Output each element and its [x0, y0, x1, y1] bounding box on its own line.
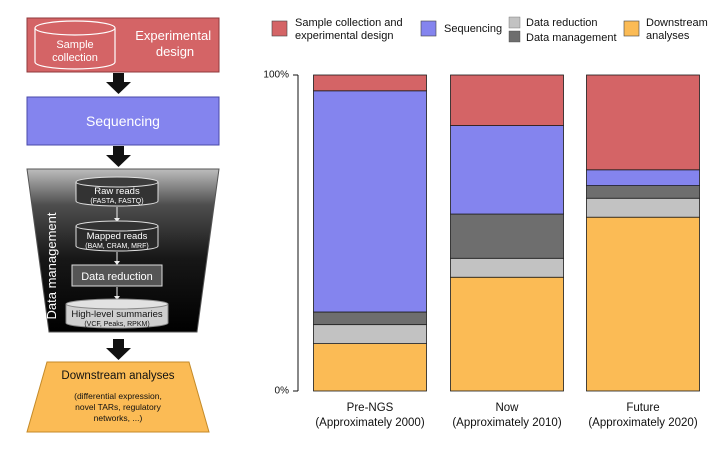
sample-collection-label-1: Sample: [56, 39, 93, 51]
experimental-design-word-2: design: [156, 44, 194, 59]
bar-segment-sample: [313, 74, 427, 92]
legend-swatch-data-management: [508, 30, 521, 43]
x-category-label: Now: [495, 402, 519, 414]
bar-segment-data_management: [313, 311, 427, 326]
legend-label-downstream-1: Downstream: [646, 17, 708, 29]
high-level-formats: (VCF, Peaks, RPKM): [84, 321, 149, 328]
legend-label-data-management: Data management: [526, 32, 617, 44]
y-tick-label-100: 100%: [263, 70, 289, 81]
downstream-analyses-box: [26, 361, 210, 433]
high-level-summaries-label: High-level summaries: [71, 309, 163, 320]
pipeline-diagram: Sample collection Experimental design Se…: [26, 17, 220, 433]
downstream-detail-2: novel TARs, regulatory: [75, 402, 161, 412]
raw-reads-label: Raw reads: [94, 186, 140, 197]
experimental-design-word-1: Experimental: [135, 28, 211, 43]
bar-segment-downstream: [586, 216, 700, 392]
data-reduction-label: Data reduction: [81, 271, 153, 283]
sequencing-box: [26, 96, 220, 146]
bar-segment-sample: [586, 74, 700, 171]
downstream-title: Downstream analyses: [61, 370, 174, 382]
legend-swatch-downstream: [623, 20, 640, 37]
bar-segment-sequencing: [313, 90, 427, 313]
connector-arrow-icon: [114, 261, 120, 265]
mapped-reads-formats: (BAM, CRAM, MRF): [85, 243, 148, 250]
x-category-label: (Approximately 2000): [315, 417, 424, 429]
raw-reads-cylinder: [75, 176, 159, 207]
bar-segment-downstream: [313, 343, 427, 392]
x-category-label: (Approximately 2010): [452, 417, 561, 429]
raw-reads-formats: (FASTA, FASTQ): [90, 198, 143, 205]
bar-segment-data_reduction: [450, 257, 564, 278]
bar-segment-data_management: [450, 213, 564, 259]
legend-swatch-data-reduction: [508, 16, 521, 29]
connector-arrow-icon: [114, 218, 120, 222]
bar-segment-sample: [450, 74, 564, 126]
legend-label-sequencing: Sequencing: [444, 23, 502, 35]
bars-group: [313, 74, 700, 392]
data-management-label: Data management: [44, 212, 59, 319]
y-tick-label-0: 0%: [275, 386, 290, 397]
bar-segment-sequencing: [450, 125, 564, 215]
legend-swatch-sequencing: [420, 20, 437, 37]
x-category-label: Future: [626, 402, 659, 414]
bar-segment-downstream: [450, 276, 564, 392]
legend-label-sample-2: experimental design: [295, 30, 393, 42]
x-labels-group: Pre-NGS (Approximately 2000) Now (Approxima…: [315, 402, 697, 429]
sample-collection-label-2: collection: [52, 52, 98, 64]
downstream-detail-1: (differential expression,: [74, 391, 162, 401]
mapped-reads-label: Mapped reads: [87, 231, 148, 242]
downstream-detail-3: networks, ...): [94, 413, 143, 423]
connector-arrow-icon: [114, 296, 120, 300]
arrow-down-icon: [106, 339, 131, 360]
data-reduction-box: [71, 264, 163, 287]
bar-segment-data_reduction: [313, 324, 427, 345]
experimental-design-label: Experimental design: [135, 28, 215, 59]
arrow-down-icon: [106, 146, 131, 167]
legend-label-downstream-2: analyses: [646, 30, 690, 42]
sequencing-label: Sequencing: [86, 113, 160, 129]
legend-label-sample-1: Sample collection and: [295, 17, 403, 29]
bar-segment-sequencing: [586, 169, 700, 187]
bar-segment-data_reduction: [586, 197, 700, 218]
mapped-reads-cylinder: [75, 220, 159, 252]
high-level-summaries-cylinder: [65, 298, 169, 329]
legend: Sample collection and experimental desig…: [271, 16, 708, 44]
x-category-label: (Approximately 2020): [588, 417, 697, 429]
arrow-down-icon: [106, 73, 131, 94]
bar-segment-data_management: [586, 185, 700, 199]
x-category-label: Pre-NGS: [347, 402, 394, 414]
sample-collection-cylinder: [34, 20, 116, 70]
stacked-bar-chart: 100% 0% Pre-NGS (Approximately 2000) Now (A…: [263, 70, 700, 429]
legend-swatch-sample: [271, 20, 288, 37]
legend-label-data-reduction: Data reduction: [526, 17, 598, 29]
